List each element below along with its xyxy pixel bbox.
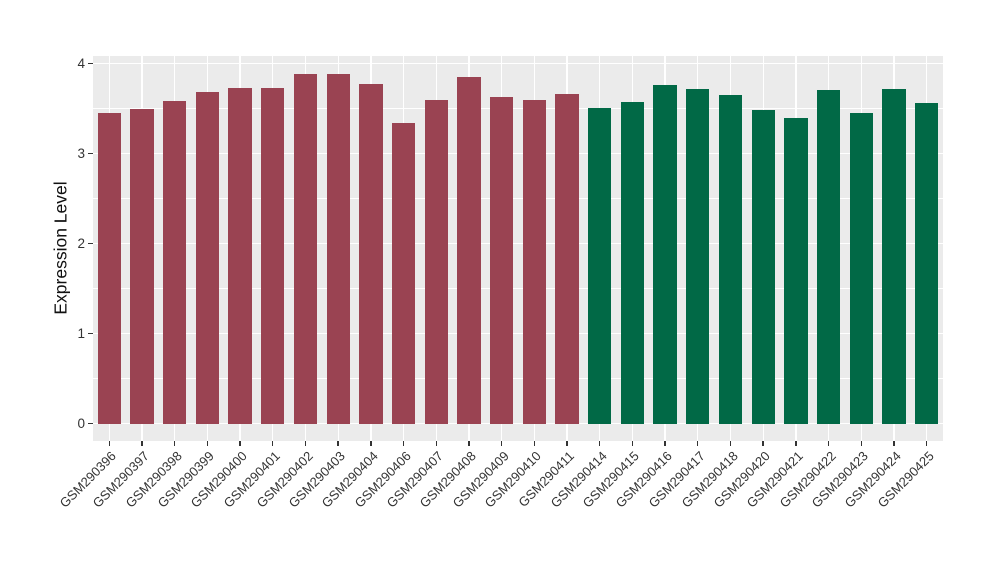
y-tick-label: 0 [77, 416, 85, 431]
bar-GSM290414 [588, 107, 612, 424]
bar-GSM290398 [163, 101, 187, 424]
major-gridline [93, 152, 943, 155]
y-axis-tick-labels: 0 1 2 3 4 [0, 56, 85, 441]
x-tick-mark [337, 441, 339, 446]
x-tick-mark [762, 441, 764, 446]
bar-GSM290417 [686, 88, 710, 424]
x-tick-mark [500, 441, 503, 446]
bar-GSM290423 [849, 113, 873, 424]
bar-GSM290400 [228, 87, 252, 424]
bar-GSM290408 [457, 77, 481, 424]
minor-gridline [93, 288, 943, 289]
x-tick-mark [729, 441, 732, 446]
bar-GSM290410 [522, 99, 547, 424]
bar-GSM290411 [555, 94, 579, 424]
x-tick-mark [239, 441, 241, 446]
bar-GSM290407 [424, 100, 448, 424]
bar-GSM290416 [653, 85, 677, 424]
x-tick-mark [795, 441, 797, 446]
y-tick-mark [87, 332, 93, 335]
x-tick-mark [435, 441, 437, 446]
y-tick-label: 2 [77, 236, 85, 251]
bar-GSM290415 [620, 102, 645, 424]
minor-gridline [93, 198, 943, 199]
bar-GSM290422 [816, 89, 841, 424]
y-tick-mark [87, 422, 93, 425]
x-tick-mark [272, 441, 274, 446]
bar-GSM290406 [391, 122, 416, 424]
bar-GSM290401 [261, 87, 285, 424]
y-tick-mark [87, 62, 93, 65]
bar-GSM290424 [882, 88, 906, 424]
bar-GSM290425 [914, 103, 939, 424]
x-axis-tick-marks [93, 441, 943, 446]
bar-GSM290402 [293, 74, 318, 424]
bar-GSM290404 [359, 84, 383, 424]
x-axis-tick-labels: GSM290396 GSM290397 GSM290398 GSM290399 GSM2… [57, 448, 943, 569]
bar-GSM290409 [489, 96, 514, 424]
bar-GSM290418 [718, 95, 743, 424]
y-tick-label: 1 [77, 326, 85, 341]
minor-gridline [93, 108, 943, 109]
minor-gridline [93, 378, 943, 379]
bar-GSM290403 [326, 74, 350, 424]
bar-GSM290399 [195, 92, 220, 424]
major-gridline [93, 422, 943, 425]
x-tick-mark [827, 441, 830, 446]
y-tick-mark [87, 152, 93, 155]
x-tick-mark [533, 441, 536, 446]
bar-GSM290397 [130, 108, 154, 424]
x-tick-mark [631, 441, 634, 446]
x-tick-mark [108, 441, 111, 446]
y-axis-tick-marks [87, 56, 93, 441]
x-tick-mark [174, 441, 176, 446]
x-tick-mark [468, 441, 470, 446]
x-tick-mark [304, 441, 307, 446]
x-tick-mark [599, 441, 601, 446]
plot-panel [93, 56, 943, 441]
x-tick-mark [925, 441, 928, 446]
x-tick-mark [566, 441, 568, 446]
major-gridline [93, 242, 943, 245]
x-tick-mark [893, 441, 895, 446]
x-tick-mark [860, 441, 862, 446]
major-gridline [93, 332, 943, 335]
x-tick-mark [697, 441, 699, 446]
x-tick-mark [370, 441, 372, 446]
y-tick-label: 4 [77, 56, 85, 71]
x-tick-mark [664, 441, 666, 446]
major-gridline [93, 62, 943, 65]
bar-GSM290421 [784, 117, 808, 424]
bar-GSM290420 [751, 110, 775, 424]
y-tick-mark [87, 242, 93, 245]
y-tick-label: 3 [77, 146, 85, 161]
bar-GSM290396 [97, 113, 122, 424]
x-tick-mark [141, 441, 143, 446]
x-tick-mark [206, 441, 209, 446]
x-tick-mark [402, 441, 405, 446]
